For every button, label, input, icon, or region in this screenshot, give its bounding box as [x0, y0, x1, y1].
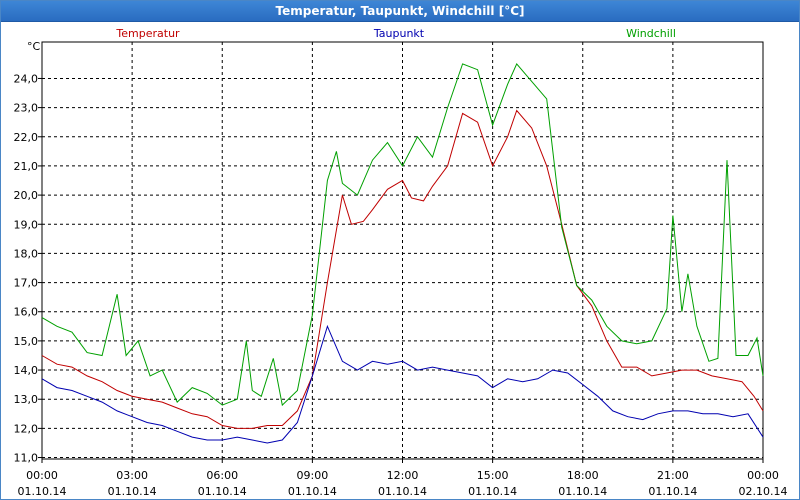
y-tick-label: 16,0 — [14, 306, 39, 319]
y-tick-label: 17,0 — [14, 277, 39, 290]
y-tick-label: 13,0 — [14, 393, 39, 406]
series-line-taupunkt — [41, 324, 764, 444]
y-axis-unit-label: °C — [27, 40, 41, 53]
series-lines — [41, 62, 764, 444]
x-tick-date-label: 01.10.14 — [108, 485, 157, 498]
x-tick-time-label: 03:00 — [116, 469, 148, 482]
x-tick-date-label: 01.10.14 — [198, 485, 247, 498]
x-tick-date-label: 01.10.14 — [648, 485, 697, 498]
x-tick-time-label: 21:00 — [657, 469, 689, 482]
y-tick-label: 20,0 — [14, 189, 39, 202]
title-bar: Temperatur, Taupunkt, Windchill [°C] — [1, 1, 799, 22]
y-tick-label: 15,0 — [14, 335, 39, 348]
x-tick-time-label: 06:00 — [206, 469, 238, 482]
y-tick-label: 21,0 — [14, 160, 39, 173]
y-tick-label: 12,0 — [14, 422, 39, 435]
x-tick-date-label: 01.10.14 — [468, 485, 517, 498]
x-tick-date-label: 01.10.14 — [558, 485, 607, 498]
y-tick-label: 11,0 — [14, 452, 39, 465]
y-tick-label: 24,0 — [14, 72, 39, 85]
x-tick-time-label: 15:00 — [477, 469, 509, 482]
series-line-temperatur — [41, 109, 764, 429]
x-tick-date-label: 01.10.14 — [18, 485, 67, 498]
legend: Temperatur Taupunkt Windchill — [115, 27, 676, 40]
y-tick-label: 14,0 — [14, 364, 39, 377]
series-line-windchill — [41, 62, 764, 407]
y-axis: 11,0 12,0 13,0 14,0 15,0 16,0 17,0 18,0 19,0 20,0… — [14, 72, 42, 465]
x-tick-time-label: 00:00 — [26, 469, 58, 482]
legend-entry-windchill: Windchill — [626, 27, 676, 40]
y-tick-label: 22,0 — [14, 131, 39, 144]
x-tick-date-label: 02.10.14 — [739, 485, 788, 498]
x-tick-time-label: 00:00 — [747, 469, 779, 482]
chart-title: Temperatur, Taupunkt, Windchill [°C] — [275, 4, 525, 18]
x-tick-time-label: 18:00 — [567, 469, 599, 482]
x-tick-time-label: 12:00 — [387, 469, 419, 482]
x-tick-date-label: 01.10.14 — [288, 485, 337, 498]
legend-entry-taupunkt: Taupunkt — [373, 27, 425, 40]
x-tick-date-label: 01.10.14 — [378, 485, 427, 498]
y-tick-label: 23,0 — [14, 102, 39, 115]
y-tick-label: 18,0 — [14, 247, 39, 260]
line-chart: 11,0 12,0 13,0 14,0 15,0 16,0 17,0 18,0 19,0 20,0… — [14, 27, 788, 498]
grid — [42, 42, 763, 459]
legend-entry-temperatur: Temperatur — [115, 27, 180, 40]
plot-area — [41, 41, 764, 460]
x-tick-time-label: 09:00 — [297, 469, 329, 482]
y-tick-label: 19,0 — [14, 218, 39, 231]
x-axis: 00:00 01.10.14 03:00 01.10.14 06:00 01.10.14 0… — [18, 459, 788, 498]
